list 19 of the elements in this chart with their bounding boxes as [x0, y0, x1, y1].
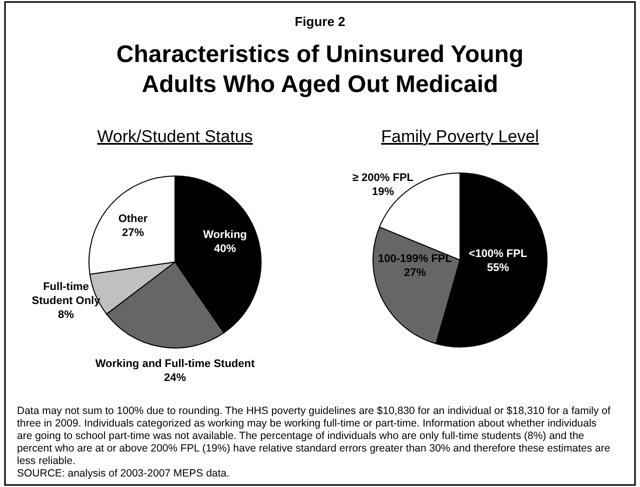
slice-label: 100-199% FPL: [378, 253, 452, 265]
data-label: 55%: [486, 262, 510, 274]
chart-title: Family Poverty Level: [381, 127, 539, 146]
data-label: 27%: [122, 227, 144, 239]
text: Data may not sum to 100% due to rounding. The HHS poverty guidelines are $10,830 for an individual or $18,310 for a family of three in 2009. Individuals categorized as working may be working full-time or part-time. Information about whether individuals are going to school part-time was not available. The percentage of individuals who are only full-time students (8%) and the percent who are at or above 200% FPL (19%) have relative standard errors greater than 30% and therefore these estimates are less reliable.: [17, 405, 610, 467]
data-label: 40%: [214, 243, 236, 255]
slice-label: Working: [203, 229, 247, 241]
caption: Figure 2: [294, 14, 346, 29]
slice-label: ≥ 200% FPL: [352, 172, 414, 184]
slice-label: <100% FPL: [468, 248, 528, 260]
data-label: 24%: [164, 372, 186, 384]
slice-label: Other: [118, 213, 148, 225]
data-label: 27%: [404, 267, 426, 279]
text: Characteristics of Uninsured Young Adults Who Aged Out Medicaid: [116, 41, 524, 98]
data-label: 19%: [372, 186, 394, 198]
slice-label: Working and Full-time Student: [95, 358, 255, 370]
source-note: SOURCE: analysis of 2003-2007 MEPS data.: [17, 468, 230, 480]
data-label: 8%: [58, 309, 74, 321]
chart-title: Work/Student Status: [97, 127, 253, 146]
